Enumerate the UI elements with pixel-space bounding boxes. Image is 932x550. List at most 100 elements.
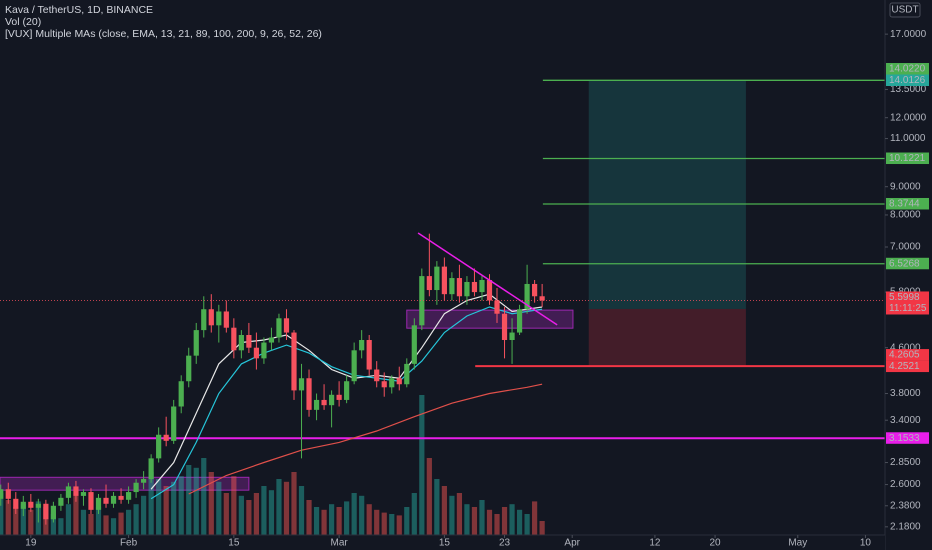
volume-bar bbox=[374, 509, 380, 535]
candle-body bbox=[306, 378, 312, 410]
price-label: 4.2605 bbox=[889, 350, 920, 361]
candle-body bbox=[336, 394, 342, 400]
volume-bar bbox=[133, 504, 139, 535]
price-label-bg bbox=[886, 62, 929, 75]
candle-body bbox=[43, 503, 49, 520]
candle-body bbox=[50, 505, 56, 520]
candle-body bbox=[366, 340, 372, 370]
volume-bar bbox=[193, 467, 199, 535]
volume-bar bbox=[201, 458, 207, 535]
x-tick-label: 12 bbox=[649, 538, 661, 549]
candle-body bbox=[246, 335, 252, 348]
candle-body bbox=[471, 281, 478, 293]
volume-bar bbox=[306, 500, 312, 535]
volume-bar bbox=[141, 495, 147, 535]
chart-title: Kava / TetherUS, 1D, BINANCE bbox=[5, 4, 153, 16]
x-tick-label: 19 bbox=[25, 538, 37, 549]
y-tick-label: 11.0000 bbox=[890, 133, 926, 144]
candle-body bbox=[464, 281, 470, 297]
candle-body bbox=[298, 378, 305, 391]
candle-body bbox=[35, 503, 41, 508]
candle-body bbox=[441, 266, 447, 295]
candle-body bbox=[95, 497, 102, 510]
candle-body bbox=[0, 489, 4, 499]
candle-body bbox=[524, 283, 530, 310]
candle-body bbox=[133, 482, 139, 493]
price-label: 14.0220 bbox=[889, 64, 926, 75]
indicator-legend: [VUX] Multiple MAs (close, EMA, 13, 21, … bbox=[5, 28, 322, 40]
volume-bar bbox=[471, 507, 478, 535]
volume-bar bbox=[441, 486, 447, 535]
volume-bar bbox=[449, 495, 455, 535]
candle-body bbox=[261, 342, 267, 359]
volume-bar bbox=[208, 472, 214, 535]
y-tick-label: 2.6000 bbox=[890, 479, 921, 490]
y-tick-label: 2.8500 bbox=[890, 457, 921, 468]
candle-body bbox=[186, 355, 192, 382]
candle-body bbox=[374, 369, 380, 382]
y-tick-label: 8.0000 bbox=[890, 210, 921, 221]
volume-bar bbox=[486, 509, 493, 535]
candle-body bbox=[456, 278, 463, 297]
volume-bar bbox=[223, 493, 229, 535]
candle-body bbox=[178, 381, 184, 407]
x-tick-label: Apr bbox=[564, 538, 580, 549]
price-label-bg bbox=[886, 257, 929, 270]
volume-bar bbox=[0, 493, 4, 535]
candle-body bbox=[404, 363, 410, 385]
volume-bar bbox=[156, 479, 162, 535]
volume-bar bbox=[261, 486, 267, 535]
position-loss bbox=[588, 308, 746, 367]
candle-body bbox=[73, 486, 79, 496]
volume-bar bbox=[524, 514, 530, 535]
candle-body bbox=[494, 300, 500, 314]
volume-bar bbox=[163, 486, 169, 535]
volume-bar bbox=[20, 504, 26, 535]
candle-body bbox=[501, 313, 508, 341]
volume-bar bbox=[381, 512, 387, 535]
y-tick-label: 9.0000 bbox=[890, 181, 921, 192]
candle-body bbox=[238, 335, 244, 351]
price-label: 8.3744 bbox=[889, 199, 920, 210]
candle-body bbox=[283, 318, 290, 333]
volume-bar bbox=[28, 509, 34, 535]
candle-body bbox=[268, 337, 275, 343]
volume-bar bbox=[118, 512, 124, 535]
x-tick-label: 15 bbox=[228, 538, 240, 549]
candle-body bbox=[156, 434, 162, 459]
price-label-bg bbox=[886, 349, 929, 361]
volume-bar bbox=[5, 500, 11, 535]
volume-bar bbox=[539, 521, 545, 535]
candle-body bbox=[426, 276, 432, 291]
volume-bar bbox=[246, 500, 252, 535]
volume-bar bbox=[389, 514, 395, 535]
volume-bar bbox=[110, 518, 117, 535]
volume-bar bbox=[351, 493, 357, 535]
y-tick-label: 7.0000 bbox=[890, 242, 921, 253]
volume-bar bbox=[238, 495, 244, 535]
volume-bar bbox=[65, 504, 72, 535]
volume-bar bbox=[73, 495, 79, 535]
moving-average bbox=[150, 293, 543, 490]
volume-bar bbox=[456, 493, 463, 535]
price-label: 5.5998 bbox=[889, 292, 920, 303]
volume-bar bbox=[171, 481, 177, 535]
x-tick-label: 15 bbox=[439, 538, 451, 549]
candle-body bbox=[449, 278, 455, 295]
price-label-bg bbox=[886, 74, 929, 86]
volume-bar bbox=[464, 504, 470, 535]
position-profit bbox=[588, 80, 746, 309]
candle-body bbox=[434, 266, 440, 291]
candle-body bbox=[88, 492, 94, 510]
volume-bar bbox=[479, 500, 485, 535]
volume-bar bbox=[321, 509, 327, 535]
x-tick-label: Mar bbox=[330, 538, 348, 549]
price-label: 4.2521 bbox=[889, 361, 920, 372]
candle-body bbox=[516, 309, 523, 333]
candle-body bbox=[13, 498, 19, 509]
candle-body bbox=[539, 296, 545, 301]
volume-bar bbox=[50, 514, 56, 535]
candle-body bbox=[344, 381, 350, 400]
